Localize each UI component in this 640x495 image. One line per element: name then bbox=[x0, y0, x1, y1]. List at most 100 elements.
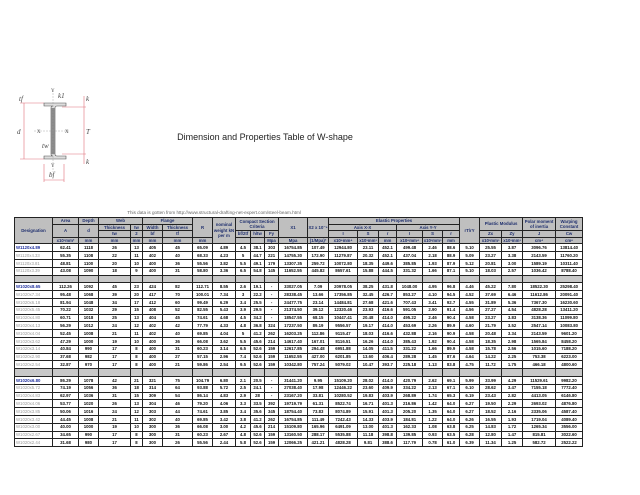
table-cell: 6.28 bbox=[459, 430, 481, 440]
empty-cell bbox=[357, 274, 380, 284]
table-cell: 400 bbox=[142, 360, 163, 370]
table-cell: 100.01 bbox=[192, 290, 214, 299]
table-cell: 4.8 bbox=[235, 321, 252, 331]
table-cell: 20978.05 bbox=[328, 282, 359, 292]
designation-link[interactable]: W1020x5.72 bbox=[14, 383, 53, 393]
designation-link[interactable]: W1020x4.04 bbox=[14, 329, 53, 338]
designation-link[interactable]: W1020x4.13 bbox=[14, 321, 53, 331]
table-cell: 40 bbox=[161, 251, 194, 260]
unit-cell: cm⁴ bbox=[522, 236, 557, 245]
table-cell: 44.7 bbox=[250, 251, 266, 260]
designation-link[interactable]: W1020x6.18 bbox=[14, 297, 53, 307]
table-cell: 16.26 bbox=[357, 336, 380, 346]
table-cell: 11612.86 bbox=[522, 290, 557, 299]
table-cell: 14755.30 bbox=[278, 251, 309, 260]
table-cell: 83.8 bbox=[442, 360, 461, 370]
table-cell: - bbox=[264, 282, 280, 292]
designation-link[interactable]: W1020x3.85 bbox=[14, 407, 53, 416]
header-fy: Fy bbox=[264, 230, 280, 238]
page-title: Dimension and Properties Table of W-shap… bbox=[177, 132, 353, 142]
table-cell: 1015.60 bbox=[522, 344, 557, 354]
table-cell: 400 bbox=[142, 336, 163, 346]
table-cell: 6951.88 bbox=[328, 344, 359, 354]
table-cell: 3.4 bbox=[235, 297, 252, 307]
table-cell: 2.9 bbox=[235, 391, 252, 401]
table-cell: 19.83 bbox=[357, 391, 380, 401]
designation-link[interactable]: W1020x6.80 bbox=[14, 375, 53, 385]
table-cell: 92.7 bbox=[442, 297, 461, 307]
table-cell: 26 bbox=[98, 399, 131, 409]
empty-cell bbox=[522, 368, 557, 377]
table-cell: 19 bbox=[98, 336, 131, 346]
table-cell: 400 bbox=[142, 266, 163, 276]
header-bf: bf bbox=[142, 230, 163, 238]
designation-link[interactable]: W1020x8.65 bbox=[14, 282, 53, 292]
designation-link[interactable]: W1020x3.00 bbox=[14, 422, 53, 432]
table-cell: 23 bbox=[130, 282, 143, 292]
header-iy: I bbox=[396, 230, 424, 238]
table-cell: 15.88 bbox=[357, 266, 380, 276]
designation-link[interactable]: W1020x2.44 bbox=[14, 438, 53, 448]
unit-cell: mm bbox=[142, 236, 163, 245]
table-cell: 4.29 bbox=[501, 375, 524, 385]
table-cell: 14484.81 bbox=[328, 297, 359, 307]
designation-link[interactable]: W1120x4.89 bbox=[14, 243, 53, 253]
table-cell: 25.5 bbox=[250, 297, 266, 307]
designation-link[interactable]: W1020x3.42 bbox=[14, 414, 53, 424]
designation-link[interactable]: W1120x4.33 bbox=[14, 251, 53, 260]
table-cell: 41.2 bbox=[250, 329, 266, 338]
designation-link[interactable]: W1020x2.67 bbox=[14, 430, 53, 440]
source-note: This data is gotten from http://www.stru… bbox=[127, 210, 301, 215]
table-cell: 417 bbox=[142, 290, 163, 299]
table-cell: 184.81 bbox=[396, 414, 424, 424]
designation-link[interactable]: W1020x3.14 bbox=[14, 344, 53, 354]
table-cell: 27 bbox=[161, 352, 194, 362]
header-h-tw: h/tw bbox=[250, 230, 266, 238]
table-cell: 81.94 bbox=[52, 297, 79, 307]
designation-link[interactable]: W1020x7.34 bbox=[14, 290, 53, 299]
table-cell: 21 bbox=[98, 414, 131, 424]
designation-link[interactable]: W1020x5.45 bbox=[14, 305, 53, 315]
table-cell: 172.90 bbox=[307, 251, 330, 260]
designation-link[interactable]: W1020x3.62 bbox=[14, 336, 53, 346]
table-cell: 18547.55 bbox=[278, 313, 309, 323]
table-cell: 4.75 bbox=[459, 360, 481, 370]
designation-link[interactable]: W1120x3.39 bbox=[14, 266, 53, 276]
table-cell: 4.10 bbox=[422, 290, 444, 299]
table-cell: 55.56 bbox=[192, 258, 214, 268]
table-cell: 334.22 bbox=[396, 383, 424, 393]
table-cell: 582.72 bbox=[522, 438, 557, 448]
table-cell: 1048 bbox=[78, 297, 99, 307]
designation-link[interactable]: W1120x3.81 bbox=[14, 258, 53, 268]
table-cell: 53.77 bbox=[52, 399, 79, 409]
table-cell: 8.55 bbox=[212, 282, 237, 292]
table-cell: 86.14 bbox=[192, 391, 214, 401]
table-cell: 1036.42 bbox=[522, 266, 557, 276]
table-cell: 95.48 bbox=[52, 290, 79, 299]
table-cell: 393.7 bbox=[378, 360, 398, 370]
table-cell: 1.08 bbox=[422, 422, 444, 432]
designation-link[interactable]: W1020x4.06 bbox=[14, 399, 53, 409]
table-cell: 416.6 bbox=[378, 329, 398, 338]
table-cell: 1.66 bbox=[422, 266, 444, 276]
table-cell: 5079.02 bbox=[328, 360, 359, 370]
unit-cell: mm bbox=[98, 236, 131, 245]
designation-link[interactable]: W1020x4.83 bbox=[14, 391, 53, 401]
table-cell: 47.29 bbox=[52, 336, 79, 346]
table-cell: 39.12 bbox=[307, 305, 330, 315]
table-cell: 29.5 bbox=[250, 305, 266, 315]
designation-link[interactable]: W1020x2.90 bbox=[14, 352, 53, 362]
table-cell: 21374.50 bbox=[278, 305, 309, 315]
label-bf: bf bbox=[49, 171, 56, 179]
table-cell: 3138.36 bbox=[522, 313, 557, 323]
header-web: Web bbox=[98, 217, 143, 225]
unit-cell: x10³mm³ bbox=[357, 236, 380, 245]
table-cell: 1.35 bbox=[422, 407, 444, 416]
table-cell: 24.1 bbox=[250, 383, 266, 393]
table-cell: 12944.80 bbox=[328, 243, 359, 253]
designation-link[interactable]: W1020x4.80 bbox=[14, 313, 53, 323]
table-cell: 2.26 bbox=[422, 321, 444, 331]
table-cell: 20.48 bbox=[479, 329, 503, 338]
designation-link[interactable]: W1020x2.54 bbox=[14, 360, 53, 370]
empty-cell bbox=[278, 274, 309, 284]
